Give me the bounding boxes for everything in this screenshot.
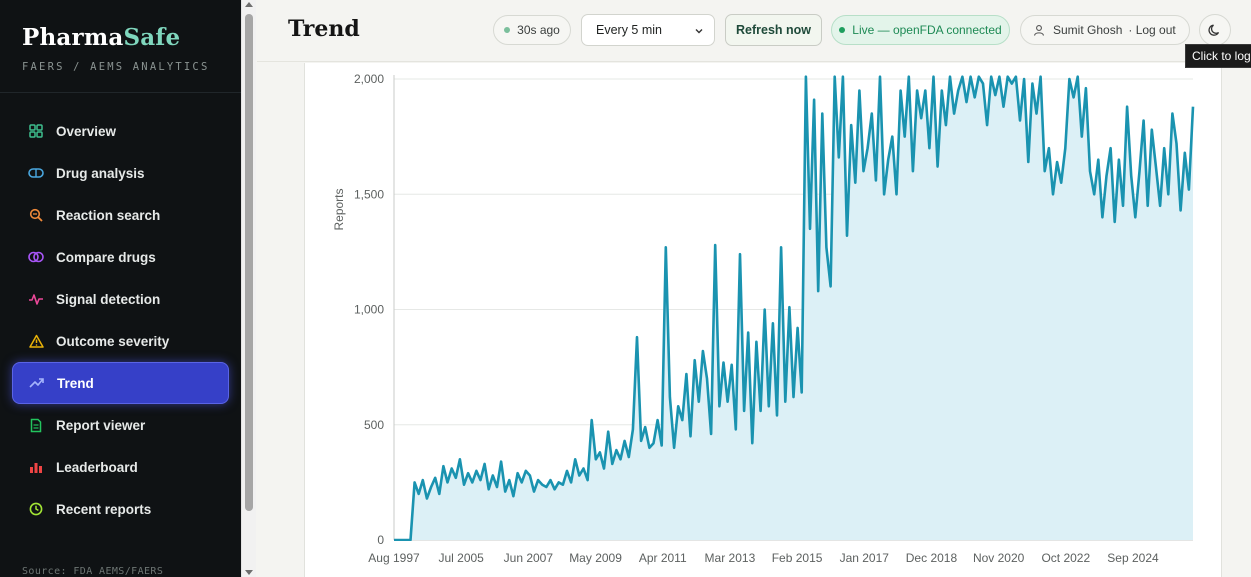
x-tick-label: Apr 2011 (639, 551, 687, 565)
overlap-circles-icon (28, 249, 44, 265)
brand-name-accent: Safe (123, 24, 181, 51)
logout-link[interactable]: · Log out (1128, 23, 1176, 37)
y-tick-label: 0 (377, 533, 384, 547)
sidebar-nav: Overview Drug analysis Reaction search C… (12, 110, 229, 530)
user-menu[interactable]: Sumit Ghosh · Log out (1020, 15, 1190, 45)
x-tick-label: Sep 2024 (1107, 551, 1159, 565)
last-updated-text: 30s ago (517, 23, 560, 37)
series-area (394, 76, 1193, 540)
x-tick-label: Mar 2013 (705, 551, 756, 565)
sidebar-item-outcome-severity[interactable]: Outcome severity (12, 320, 229, 362)
document-icon (28, 417, 44, 433)
y-tick-label: 2,000 (354, 72, 384, 86)
warning-icon (28, 333, 44, 349)
x-tick-label: May 2009 (569, 551, 622, 565)
x-tick-label: Dec 2018 (906, 551, 958, 565)
search-icon (28, 207, 44, 223)
x-tick-label: Jul 2005 (438, 551, 484, 565)
sidebar-item-label: Trend (57, 375, 94, 391)
theme-toggle-button[interactable] (1199, 14, 1231, 46)
sidebar-scrollbar[interactable] (241, 0, 256, 577)
tooltip: Click to log (1185, 44, 1251, 68)
status-dot-icon (504, 27, 511, 33)
trend-chart-card: 0 500 1,000 1,500 2,000 Reports Aug 1997 Jul 20… (304, 63, 1222, 577)
sidebar-item-reaction-search[interactable]: Reaction search (12, 194, 229, 236)
refresh-interval-select[interactable]: Every 5 min (581, 14, 715, 46)
series-line (394, 75, 1195, 541)
moon-icon (1208, 23, 1222, 37)
bar-chart-icon (28, 459, 44, 475)
scroll-up-arrow-icon[interactable] (245, 2, 253, 7)
user-name: Sumit Ghosh (1053, 23, 1123, 37)
live-status-text: Live — openFDA connected (852, 23, 1002, 37)
trend-up-icon (29, 375, 45, 391)
brand-name-main: Pharma (22, 24, 124, 51)
last-updated-badge: 30s ago (493, 15, 571, 45)
trend-chart: 0 500 1,000 1,500 2,000 Reports Aug 1997 Jul 20… (332, 72, 1195, 565)
grid-icon (28, 123, 44, 139)
scroll-thumb[interactable] (245, 14, 253, 511)
user-icon (1033, 24, 1045, 36)
x-tick-label: Oct 2022 (1041, 551, 1090, 565)
scroll-down-arrow-icon[interactable] (245, 570, 253, 575)
sidebar-item-leaderboard[interactable]: Leaderboard (12, 446, 229, 488)
sidebar-item-report-viewer[interactable]: Report viewer (12, 404, 229, 446)
x-tick-label: Aug 1997 (368, 551, 420, 565)
sidebar-item-trend[interactable]: Trend (12, 362, 229, 404)
sidebar-divider (0, 92, 241, 93)
sidebar-item-label: Drug analysis (56, 165, 145, 181)
sidebar-item-label: Recent reports (56, 501, 152, 517)
sidebar-item-label: Reaction search (56, 207, 161, 223)
sidebar-item-label: Overview (56, 123, 117, 139)
page-title: Trend (288, 16, 360, 42)
refresh-now-button[interactable]: Refresh now (725, 14, 822, 46)
y-axis-label: Reports (332, 188, 346, 230)
top-header: Trend 30s ago Every 5 min Refresh now Li… (257, 0, 1251, 62)
sidebar-item-drug-analysis[interactable]: Drug analysis (12, 152, 229, 194)
sidebar-item-label: Signal detection (56, 291, 161, 307)
x-tick-label: Nov 2020 (973, 551, 1025, 565)
pulse-icon (28, 291, 44, 307)
y-tick-label: 1,000 (354, 303, 384, 317)
live-status-badge: Live — openFDA connected (831, 15, 1010, 45)
x-tick-label: Jan 2017 (840, 551, 890, 565)
y-tick-label: 1,500 (354, 187, 384, 201)
sidebar-item-recent-reports[interactable]: Recent reports (12, 488, 229, 530)
sidebar-item-label: Outcome severity (56, 333, 170, 349)
chevron-down-icon (694, 25, 704, 39)
sidebar-item-label: Leaderboard (56, 459, 138, 475)
sidebar: PharmaSafe FAERS / AEMS ANALYTICS Overvi… (0, 0, 241, 577)
x-tick-label: Feb 2015 (772, 551, 823, 565)
sidebar-item-label: Report viewer (56, 417, 146, 433)
x-tick-label: Jun 2007 (504, 551, 554, 565)
sidebar-item-signal-detection[interactable]: Signal detection (12, 278, 229, 320)
clock-icon (28, 501, 44, 517)
sidebar-item-overview[interactable]: Overview (12, 110, 229, 152)
live-dot-icon (839, 27, 846, 33)
pill-icon (28, 165, 44, 181)
sidebar-item-label: Compare drugs (56, 249, 156, 265)
brand-subtitle: FAERS / AEMS ANALYTICS (22, 61, 210, 73)
refresh-interval-value: Every 5 min (596, 23, 662, 37)
y-tick-label: 500 (364, 418, 384, 432)
sidebar-item-compare-drugs[interactable]: Compare drugs (12, 236, 229, 278)
brand-logo[interactable]: PharmaSafe (22, 24, 180, 51)
sidebar-footer: Source: FDA AEMS/FAERS (22, 566, 164, 577)
